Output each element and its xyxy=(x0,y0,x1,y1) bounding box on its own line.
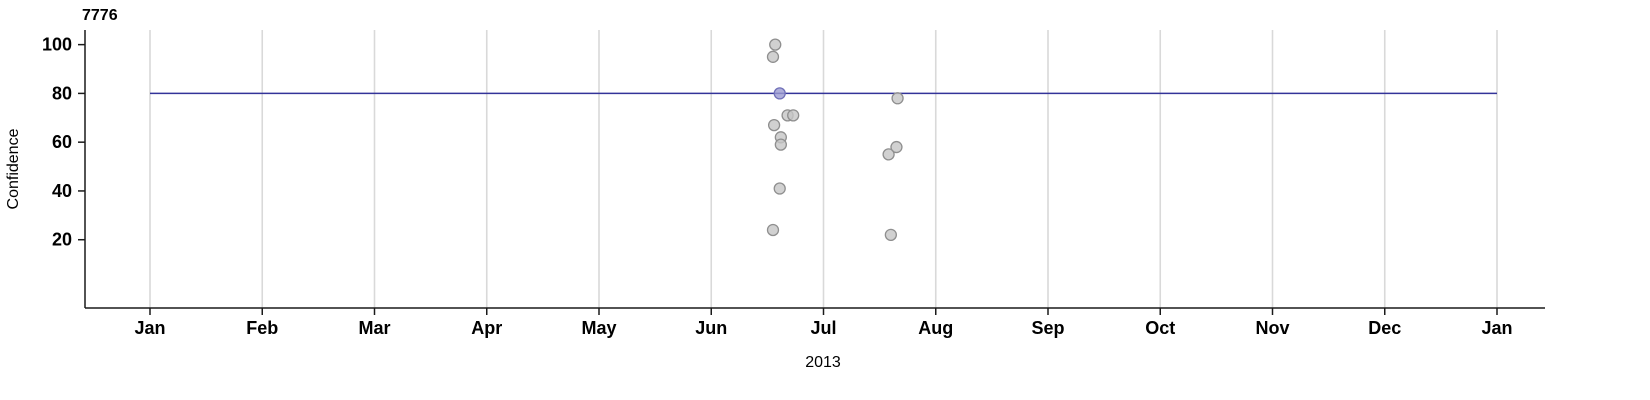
data-point xyxy=(766,50,780,63)
x-tick-labels: Jan Feb Mar Apr May Jun Jul Aug Sep Oct Nov Dec Jan xyxy=(134,318,1512,338)
y-tick-label: 80 xyxy=(52,83,72,103)
y-tick-label: 20 xyxy=(52,230,72,250)
axes xyxy=(78,30,1545,315)
data-point xyxy=(890,140,903,154)
x-tick-label: Oct xyxy=(1145,318,1175,338)
data-point xyxy=(884,228,897,241)
data-point xyxy=(882,148,895,161)
x-tick-label: Dec xyxy=(1368,318,1401,338)
y-axis-label: Confidence xyxy=(5,128,22,209)
x-tick-label: Jul xyxy=(810,318,836,338)
y-tick-labels: 20 40 60 80 100 xyxy=(42,35,72,250)
data-point xyxy=(773,87,786,100)
x-tick-label: Aug xyxy=(918,318,953,338)
x-tick-label: Mar xyxy=(358,318,390,338)
data-point xyxy=(774,138,787,151)
data-point xyxy=(787,109,800,122)
data-point xyxy=(891,92,904,105)
x-tick-label: Jan xyxy=(134,318,165,338)
x-tick-label: Apr xyxy=(471,318,502,338)
data-points xyxy=(766,38,904,241)
y-tick-label: 100 xyxy=(42,35,72,55)
x-tick-label: May xyxy=(581,318,616,338)
x-tick-label: Nov xyxy=(1255,318,1289,338)
data-point xyxy=(769,38,782,51)
x-tick-label: Jun xyxy=(695,318,727,338)
x-axis-label: 2013 xyxy=(805,354,841,371)
y-tick-label: 60 xyxy=(52,132,72,152)
x-tick-label: Feb xyxy=(246,318,278,338)
data-point xyxy=(767,118,781,132)
chart-title: 7776 xyxy=(82,7,118,24)
data-point xyxy=(773,182,786,195)
data-point xyxy=(766,223,780,237)
x-tick-label: Jan xyxy=(1481,318,1512,338)
gridlines xyxy=(149,30,1498,308)
x-tick-label: Sep xyxy=(1031,318,1064,338)
y-tick-label: 40 xyxy=(52,181,72,201)
